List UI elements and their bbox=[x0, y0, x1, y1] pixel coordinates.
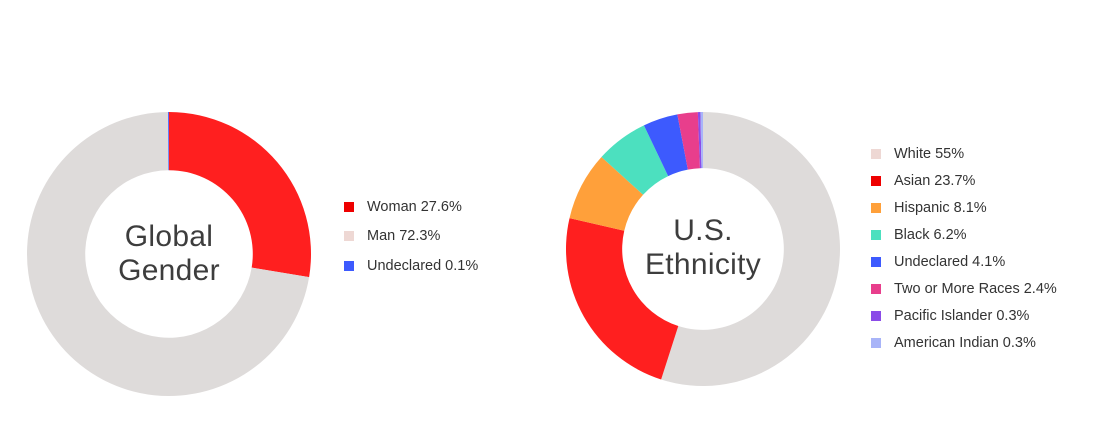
ethnicity-legend-label: Undeclared 4.1% bbox=[894, 253, 1006, 270]
ethnicity-legend-label: Black 6.2% bbox=[894, 226, 967, 243]
gender-legend-item: Woman 27.6% bbox=[344, 192, 478, 222]
us-ethnicity-title-line-2: Ethnicity bbox=[644, 248, 762, 281]
ethnicity-slice-7 bbox=[700, 112, 703, 169]
gender-legend-swatch bbox=[344, 231, 354, 242]
us-ethnicity-chart: U.S. Ethnicity White 55% Asian 23.7% Hispa… bbox=[540, 0, 1099, 426]
gender-legend-label: Man 72.3% bbox=[367, 228, 441, 245]
ethnicity-legend-swatch bbox=[871, 229, 881, 240]
gender-legend-item: Man 72.3% bbox=[344, 222, 478, 252]
ethnicity-legend-swatch bbox=[871, 175, 881, 186]
gender-legend-swatch bbox=[344, 201, 354, 212]
ethnicity-legend-swatch bbox=[871, 310, 881, 321]
ethnicity-legend-swatch bbox=[871, 202, 881, 213]
gender-legend-swatch bbox=[344, 260, 354, 271]
ethnicity-legend-label: Hispanic 8.1% bbox=[894, 199, 987, 216]
ethnicity-legend-item: Pacific Islander 0.3% bbox=[871, 302, 1057, 329]
global-gender-donut bbox=[27, 112, 311, 397]
ethnicity-slice-1 bbox=[566, 218, 679, 380]
gender-slice-2 bbox=[168, 112, 169, 171]
ethnicity-legend-item: Black 6.2% bbox=[871, 221, 1057, 248]
gender-legend-label: Woman 27.6% bbox=[367, 198, 462, 215]
ethnicity-legend-label: American Indian 0.3% bbox=[894, 334, 1036, 351]
gender-legend-label: Undeclared 0.1% bbox=[367, 257, 479, 274]
ethnicity-legend-swatch bbox=[871, 337, 881, 348]
ethnicity-legend-swatch bbox=[871, 283, 881, 294]
gender-legend-item: Undeclared 0.1% bbox=[344, 251, 478, 281]
global-gender-title-line-2: Gender bbox=[118, 254, 220, 287]
global-gender-chart: Global Gender Woman 27.6% Man 72.3% Undecl… bbox=[0, 0, 520, 426]
ethnicity-legend-item: Undeclared 4.1% bbox=[871, 248, 1057, 275]
ethnicity-legend-item: Hispanic 8.1% bbox=[871, 194, 1057, 221]
gender-slice-1 bbox=[27, 112, 310, 397]
ethnicity-slice-4 bbox=[643, 114, 688, 177]
ethnicity-legend-label: Two or More Races 2.4% bbox=[894, 280, 1057, 297]
ethnicity-legend-label: Asian 23.7% bbox=[894, 172, 976, 189]
us-ethnicity-title-line-1: U.S. bbox=[673, 214, 733, 247]
ethnicity-legend-label: White 55% bbox=[894, 145, 965, 162]
us-ethnicity-donut bbox=[566, 112, 840, 387]
ethnicity-slice-3 bbox=[601, 125, 669, 195]
global-gender-title: Global Gender bbox=[27, 220, 311, 288]
ethnicity-legend-item: Asian 23.7% bbox=[871, 167, 1057, 194]
ethnicity-legend-item: Two or More Races 2.4% bbox=[871, 275, 1057, 302]
gender-slice-0 bbox=[169, 112, 311, 278]
ethnicity-slice-5 bbox=[677, 112, 700, 170]
us-ethnicity-title: U.S. Ethnicity bbox=[566, 214, 840, 282]
global-gender-legend: Woman 27.6% Man 72.3% Undeclared 0.1% bbox=[344, 192, 478, 281]
ethnicity-slice-6 bbox=[697, 112, 702, 169]
us-ethnicity-legend: White 55% Asian 23.7% Hispanic 8.1% Black 6… bbox=[871, 140, 1057, 356]
ethnicity-slice-0 bbox=[661, 112, 840, 387]
ethnicity-legend-label: Pacific Islander 0.3% bbox=[894, 307, 1030, 324]
ethnicity-legend-item: American Indian 0.3% bbox=[871, 329, 1057, 356]
ethnicity-legend-swatch bbox=[871, 148, 881, 159]
global-gender-title-line-1: Global bbox=[124, 220, 214, 253]
ethnicity-legend-item: White 55% bbox=[871, 140, 1057, 167]
ethnicity-slice-2 bbox=[569, 157, 644, 231]
ethnicity-legend-swatch bbox=[871, 256, 881, 267]
